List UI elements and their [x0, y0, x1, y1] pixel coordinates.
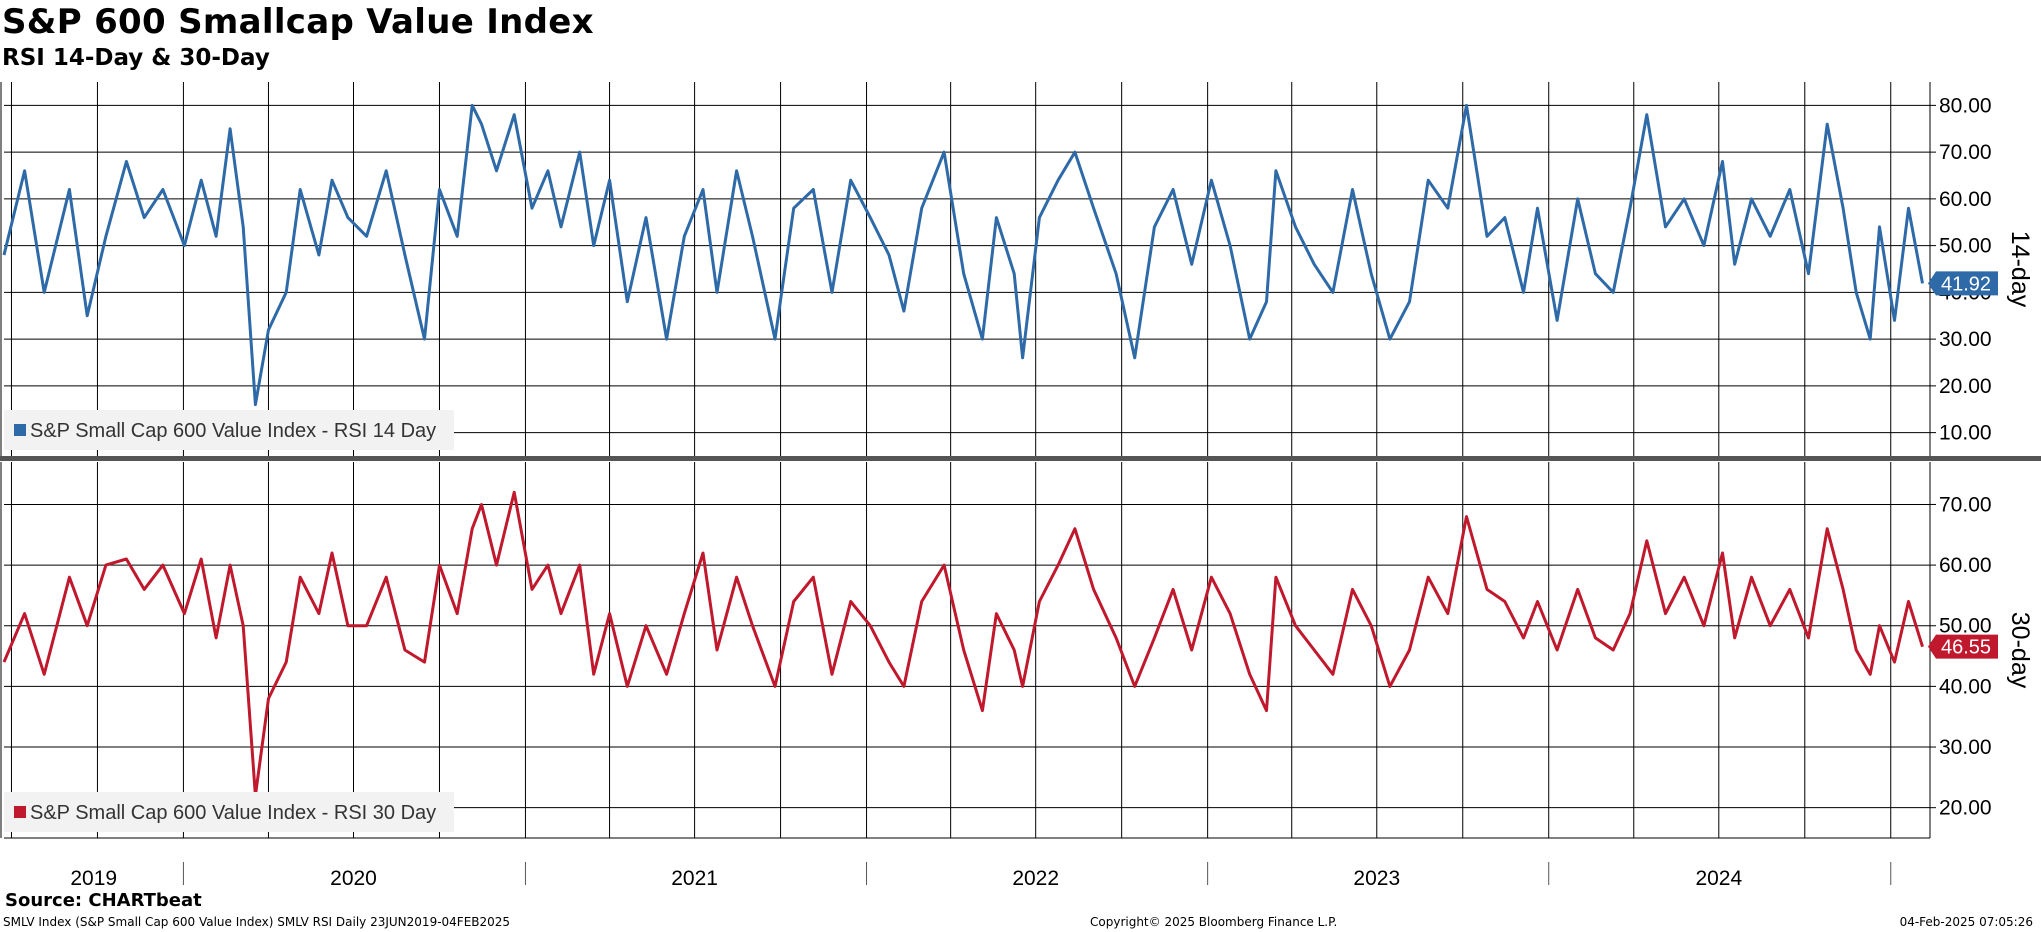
x-year-label: 2021 — [671, 867, 718, 890]
legend-swatch — [14, 424, 26, 436]
chart-title: S&P 600 Smallcap Value Index — [2, 2, 594, 42]
panel-side-label: 14-day — [2006, 231, 2034, 308]
legend-box — [4, 410, 454, 450]
axis-layer: 80.00 70.00 60.00 50.00 40.00 30.00 20.00 10.00… — [0, 82, 2041, 890]
y-tick-label: 70.00 — [1939, 141, 1992, 164]
x-year-label: 2023 — [1353, 867, 1400, 890]
x-year-label: 2020 — [330, 867, 377, 890]
series-layer — [2, 103, 1924, 797]
legend-swatch — [14, 806, 26, 818]
y-tick-label: 30.00 — [1939, 736, 1992, 759]
y-tick-label: 30.00 — [1939, 328, 1992, 351]
source-note: Source: CHARTbeat — [5, 890, 202, 911]
last-value-badge — [1928, 634, 1998, 659]
y-tick-label: 20.00 — [1939, 375, 1992, 398]
x-year-label: 2019 — [70, 867, 117, 890]
x-year-label: 2022 — [1012, 867, 1059, 890]
footer-copyright: Copyright© 2025 Bloomberg Finance L.P. — [1090, 915, 1338, 929]
legend-box — [4, 792, 454, 832]
series-line-rsi14 — [2, 103, 1924, 407]
y-tick-label: 50.00 — [1939, 235, 1992, 258]
panel-divider — [0, 456, 2041, 461]
last-value-label: 46.55 — [1941, 637, 1991, 659]
y-tick-label: 10.00 — [1939, 422, 1992, 445]
panel-side-label: 30-day — [2006, 612, 2034, 689]
y-tick-label: 40.00 — [1939, 675, 1992, 698]
y-tick-label: 20.00 — [1939, 797, 1992, 820]
y-tick-label: 60.00 — [1939, 188, 1992, 211]
series-line-rsi30 — [2, 490, 1924, 797]
legend-label: S&P Small Cap 600 Value Index - RSI 30 D… — [30, 802, 436, 824]
chart-subtitle: RSI 14-Day & 30-Day — [2, 45, 270, 71]
y-tick-label: 80.00 — [1939, 94, 1992, 117]
footer-index-info: SMLV Index (S&P Small Cap 600 Value Inde… — [3, 915, 511, 929]
y-tick-label: 60.00 — [1939, 554, 1992, 577]
x-year-label: 2024 — [1695, 867, 1742, 890]
last-value-label: 41.92 — [1941, 273, 1991, 295]
legend-label: S&P Small Cap 600 Value Index - RSI 14 D… — [30, 420, 436, 442]
footer-timestamp: 04-Feb-2025 07:05:26 — [1899, 915, 2033, 929]
y-tick-label: 50.00 — [1939, 615, 1992, 638]
y-tick-label: 70.00 — [1939, 493, 1992, 516]
last-value-badge — [1928, 271, 1998, 296]
